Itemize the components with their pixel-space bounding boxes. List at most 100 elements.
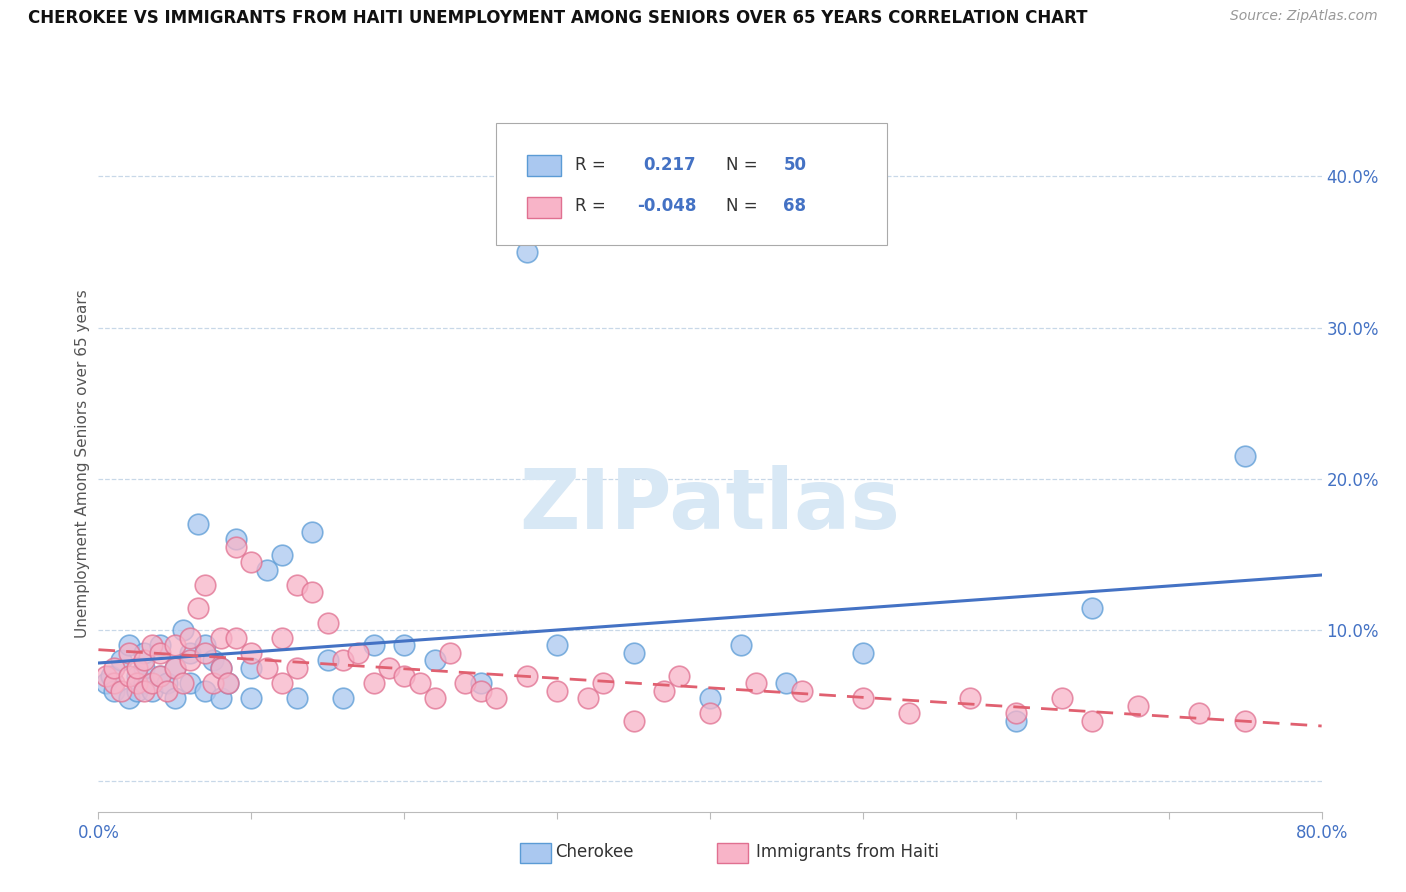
Point xyxy=(1234,714,1257,728)
Point xyxy=(187,600,209,615)
Point xyxy=(270,548,292,562)
Point xyxy=(1234,450,1257,464)
Point xyxy=(172,676,194,690)
Point xyxy=(332,653,354,667)
Point xyxy=(852,691,875,706)
Point xyxy=(149,668,172,682)
Point xyxy=(363,676,385,690)
Point xyxy=(125,683,148,698)
Point xyxy=(790,683,813,698)
Point xyxy=(1004,706,1026,721)
Point xyxy=(100,668,122,682)
Point xyxy=(134,646,156,660)
Point xyxy=(118,668,141,682)
Point xyxy=(163,661,186,675)
Point xyxy=(125,676,148,690)
Point xyxy=(301,524,323,539)
Point xyxy=(134,683,156,698)
Text: R =: R = xyxy=(575,197,606,215)
Text: 68: 68 xyxy=(783,197,807,215)
Point xyxy=(194,646,217,660)
Point xyxy=(110,683,132,698)
Point xyxy=(179,631,201,645)
Point xyxy=(179,653,201,667)
Point xyxy=(745,676,768,690)
Point xyxy=(516,245,538,260)
Text: N =: N = xyxy=(725,156,758,174)
Point xyxy=(209,661,232,675)
Point xyxy=(163,638,186,652)
Point xyxy=(668,668,690,682)
FancyBboxPatch shape xyxy=(527,196,561,219)
Point xyxy=(94,668,117,682)
Point xyxy=(118,638,141,652)
Point xyxy=(225,533,247,547)
Point xyxy=(217,676,239,690)
Point xyxy=(454,676,477,690)
Point xyxy=(301,585,323,599)
FancyBboxPatch shape xyxy=(496,123,887,244)
Point xyxy=(852,646,875,660)
Text: CHEROKEE VS IMMIGRANTS FROM HAITI UNEMPLOYMENT AMONG SENIORS OVER 65 YEARS CORRE: CHEROKEE VS IMMIGRANTS FROM HAITI UNEMPL… xyxy=(28,9,1088,27)
Point xyxy=(316,615,339,630)
Point xyxy=(134,653,156,667)
Text: N =: N = xyxy=(725,197,758,215)
Point xyxy=(270,676,292,690)
Point xyxy=(240,691,263,706)
Point xyxy=(392,638,416,652)
Point xyxy=(209,691,232,706)
Point xyxy=(118,646,141,660)
Point xyxy=(149,638,172,652)
Text: Cherokee: Cherokee xyxy=(555,843,634,861)
Point xyxy=(408,676,430,690)
Point xyxy=(103,676,125,690)
Point xyxy=(163,691,186,706)
Point xyxy=(316,653,339,667)
Point xyxy=(378,661,401,675)
Point xyxy=(270,631,292,645)
Point xyxy=(194,638,217,652)
Point xyxy=(623,646,645,660)
Point xyxy=(392,668,416,682)
Point xyxy=(202,653,225,667)
Point xyxy=(592,676,614,690)
Point xyxy=(332,691,354,706)
Point xyxy=(775,676,797,690)
Point xyxy=(546,638,568,652)
Point xyxy=(1004,714,1026,728)
Point xyxy=(423,691,446,706)
Point xyxy=(347,646,370,660)
Point xyxy=(652,683,675,698)
Point xyxy=(125,668,148,682)
Point xyxy=(285,661,308,675)
Point xyxy=(699,706,721,721)
Point xyxy=(240,661,263,675)
Point xyxy=(125,661,148,675)
Point xyxy=(897,706,920,721)
Point xyxy=(256,661,278,675)
Point xyxy=(699,691,721,706)
Point xyxy=(516,668,538,682)
Point xyxy=(172,624,194,638)
Point xyxy=(149,646,172,660)
Point xyxy=(1081,714,1104,728)
Point xyxy=(134,661,156,675)
Point xyxy=(240,646,263,660)
Text: ZIPatlas: ZIPatlas xyxy=(520,465,900,546)
Point xyxy=(225,540,247,554)
Point xyxy=(470,683,492,698)
Text: R =: R = xyxy=(575,156,606,174)
Point xyxy=(217,676,239,690)
Point xyxy=(423,653,446,667)
Point xyxy=(485,691,508,706)
Point xyxy=(1050,691,1073,706)
Point xyxy=(149,668,172,682)
Point xyxy=(285,578,308,592)
FancyBboxPatch shape xyxy=(527,155,561,177)
Point xyxy=(194,578,217,592)
Point xyxy=(256,563,278,577)
Point xyxy=(240,555,263,569)
Point xyxy=(187,517,209,532)
Point xyxy=(118,691,141,706)
Point xyxy=(730,638,752,652)
